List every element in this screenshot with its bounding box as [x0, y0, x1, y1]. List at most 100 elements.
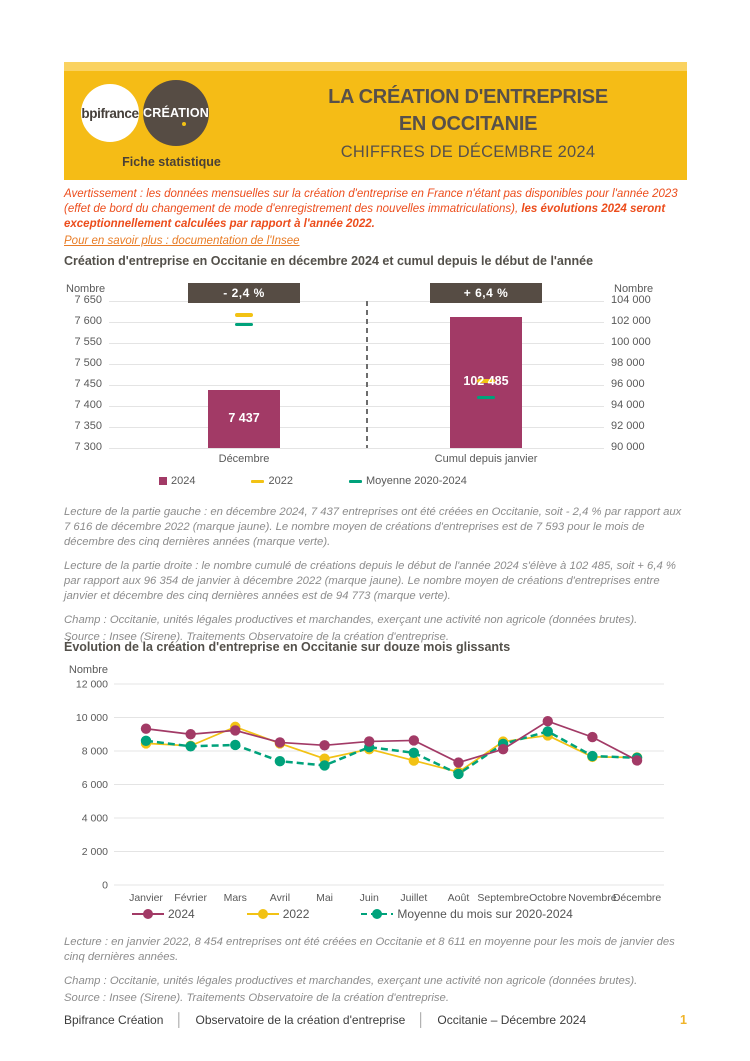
gridline	[109, 385, 604, 386]
footer-separator: │	[175, 1012, 184, 1027]
gridline	[109, 301, 604, 302]
legend2-item-2022: 2022	[246, 907, 310, 921]
bar-value-label: 102 485	[463, 374, 509, 389]
legend2-2022-label: 2022	[282, 907, 310, 921]
gridline	[109, 406, 604, 407]
champ2: Champ : Occitanie, unités légales produc…	[64, 975, 638, 988]
page-number: 1	[680, 1012, 687, 1027]
footer-brand: Bpifrance Création	[64, 1012, 164, 1027]
data-point	[453, 757, 464, 768]
warning-normal: Avertissement : les données mensuelles s…	[64, 188, 678, 216]
data-point	[140, 723, 152, 734]
creation-logo-dot-icon	[182, 122, 186, 126]
lecture2: Lecture : en janvier 2022, 8 454 entrepr…	[64, 936, 675, 964]
chart2-notes: Lecture : en janvier 2022, 8 454 entrepr…	[64, 935, 687, 1008]
data-point	[408, 755, 420, 766]
source2: Source : Insee (Sirene). Traitements Obs…	[64, 992, 449, 1005]
data-point	[185, 729, 196, 740]
legend-2024-label: 2024	[171, 475, 196, 487]
data-point	[587, 750, 598, 762]
header-top-strip	[64, 62, 687, 71]
fiche-statistique-label: Fiche statistique	[122, 155, 221, 169]
y-axis-tick-left: 7 500	[74, 357, 102, 369]
legend2-moyenne-label: Moyenne du mois sur 2020-2024	[397, 907, 573, 921]
data-point	[408, 735, 420, 746]
bar-2024	[208, 390, 280, 448]
warning-text: Avertissement : les données mensuelles s…	[64, 187, 687, 233]
legend2-moyenne-line-icon	[361, 908, 394, 919]
footer: Bpifrance Création │ Observatoire de la …	[64, 1012, 687, 1027]
x-axis-tick: Mars	[224, 892, 247, 904]
y-axis-tick: 4 000	[82, 813, 108, 825]
data-point	[230, 725, 241, 736]
x-axis-tick: Mai	[316, 892, 333, 904]
insee-documentation-link[interactable]: Pour en savoir plus : documentation de l…	[64, 235, 300, 247]
change-badge: + 6,4 %	[430, 283, 542, 303]
y-axis-tick-left: 7 400	[74, 399, 102, 411]
y-axis-tick-right: 92 000	[611, 420, 645, 432]
y-axis-tick: 8 000	[82, 746, 108, 758]
header-title-zone: LA CRÉATION D'ENTREPRISE EN OCCITANIE CH…	[279, 71, 687, 180]
source1: Source : Insee (Sirene). Traitements Obs…	[64, 631, 449, 644]
data-point	[453, 768, 464, 780]
x-axis-tick: Juillet	[400, 892, 427, 904]
chart1-notes: Lecture de la partie gauche : en décembr…	[64, 505, 687, 647]
series-line-0	[145, 720, 638, 764]
gridline	[109, 322, 604, 323]
change-badge: - 2,4 %	[188, 283, 300, 303]
gridline	[109, 448, 604, 449]
data-point	[542, 715, 553, 727]
x-axis-tick: Septembre	[477, 892, 529, 904]
y-axis-tick: 0	[102, 880, 108, 892]
bar-chart: 2024 2022 Moyenne 2020-2024 Nombre Nombre…	[64, 283, 687, 498]
x-axis-tick: Juin	[360, 892, 379, 904]
y-axis-tick-right: 98 000	[611, 357, 645, 369]
y-axis-tick-right: 94 000	[611, 399, 645, 411]
line-chart-legend: 2024 2022 Moyenne du mois sur 2020-2024	[132, 907, 573, 921]
page-title: LA CRÉATION D'ENTREPRISE EN OCCITANIE	[279, 84, 657, 138]
data-point	[408, 747, 420, 759]
data-point	[319, 760, 330, 771]
bpifrance-logo-text: bpifrance	[81, 105, 139, 121]
chart-divider	[366, 301, 368, 448]
mark-moyenne-dash	[235, 322, 253, 327]
lecture-droite: Lecture de la partie droite : le nombre …	[64, 560, 676, 603]
y-axis-tick-right: 102 000	[611, 315, 651, 327]
data-point	[542, 726, 553, 737]
data-point	[497, 743, 509, 755]
x-axis-tick: Avril	[270, 892, 290, 904]
legend-2022-dash-icon	[251, 479, 265, 483]
footer-separator: │	[417, 1012, 426, 1027]
y-axis-tick-right: 100 000	[611, 336, 651, 348]
y-axis-tick-left: 7 550	[74, 336, 102, 348]
page-subtitle: CHIFFRES DE DÉCEMBRE 2024	[340, 143, 596, 161]
warning-bold: les évolutions 2024 seront exceptionnell…	[64, 203, 666, 231]
legend2-2024-label: 2024	[168, 907, 195, 921]
section1-title: Création d'entreprise en Occitanie en dé…	[64, 254, 594, 268]
legend2-2024-line-icon	[132, 908, 164, 919]
creation-logo-text: CRÉATION	[143, 106, 209, 120]
data-point	[274, 756, 286, 767]
x-axis-tick: Décembre	[613, 892, 662, 904]
axis-unit-right: Nombre	[614, 283, 654, 295]
y-axis-tick: 6 000	[82, 779, 108, 791]
y-axis-tick-left: 7 650	[74, 294, 102, 306]
y-axis-tick-left: 7 300	[74, 441, 102, 453]
y-axis-unit: Nombre	[69, 665, 108, 676]
bpifrance-logo: bpifrance	[81, 84, 139, 142]
line-chart-canvas: Nombre 12 000 10 000 8 000 6 000 4 000 2 000 0 J…	[69, 664, 664, 904]
logo-zone: bpifrance CRÉATION Fiche statistique	[64, 71, 279, 180]
x-axis-tick: Août	[448, 892, 470, 904]
legend-2024-square-icon	[159, 477, 167, 485]
data-point	[140, 735, 152, 746]
header-main: bpifrance CRÉATION Fiche statistique LA …	[64, 71, 687, 180]
gridline	[109, 364, 604, 365]
axis-unit-left: Nombre	[66, 283, 106, 295]
y-axis-tick-right: 96 000	[611, 378, 645, 390]
legend2-2022-line-icon	[246, 908, 279, 919]
page-title-line1: LA CRÉATION D'ENTREPRISE	[328, 86, 608, 108]
data-point	[185, 741, 196, 752]
lecture-gauche: Lecture de la partie gauche : en décembr…	[64, 506, 682, 549]
section2-title: Évolution de la création d'entreprise en…	[64, 640, 511, 654]
